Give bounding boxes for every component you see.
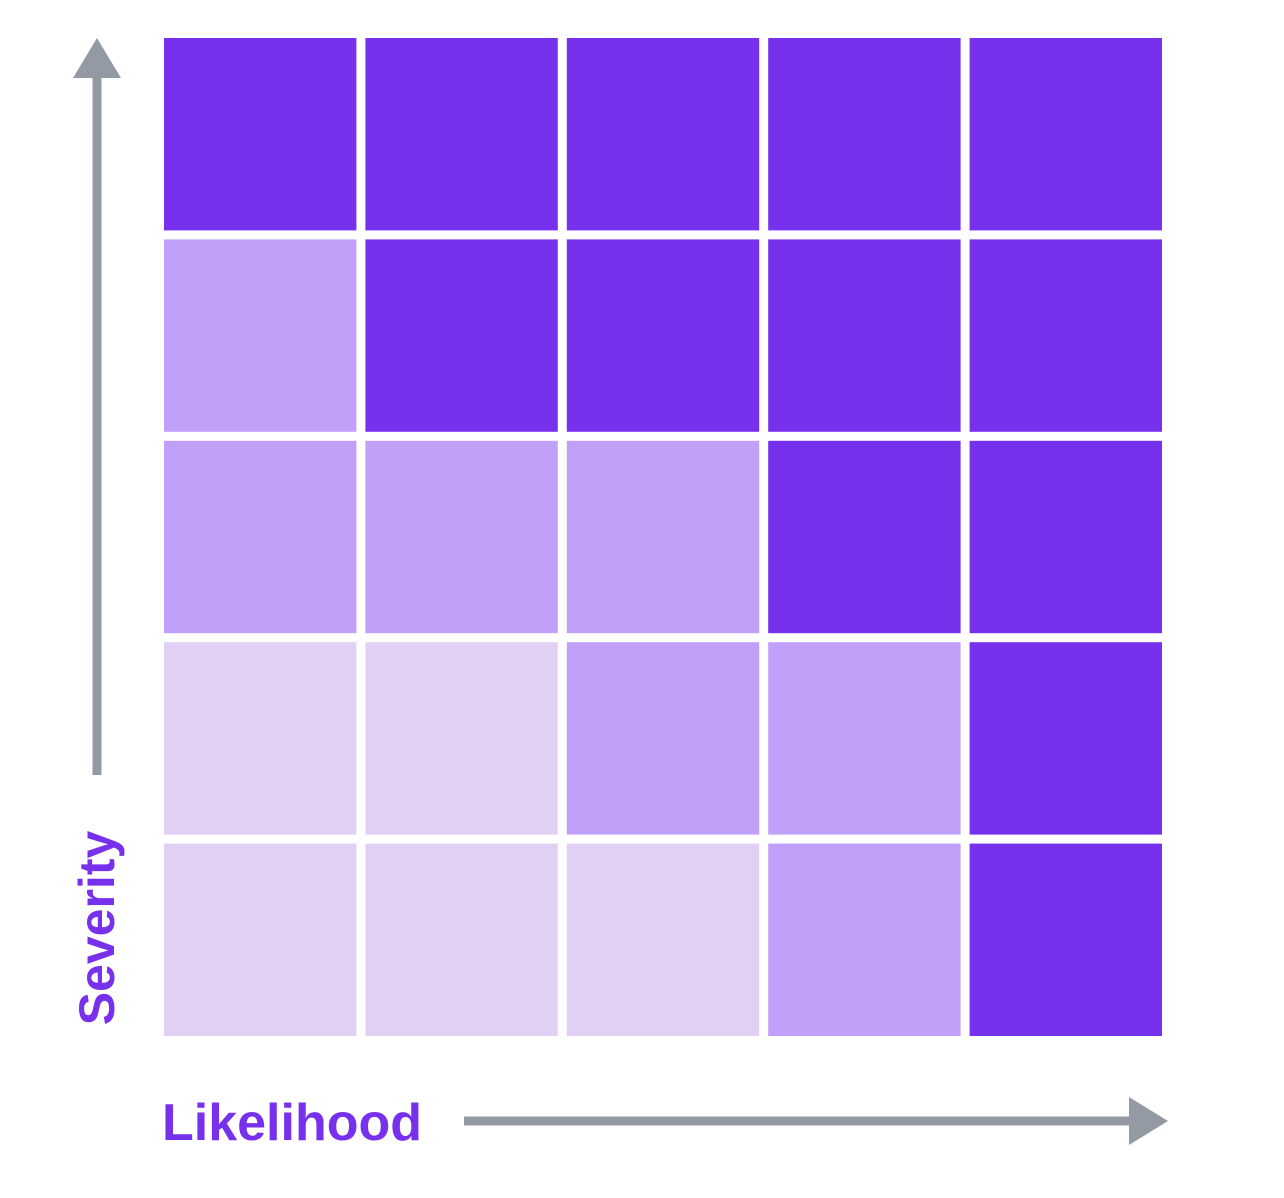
x-axis-label: Likelihood [162,1094,422,1152]
likelihood-axis-arrow [464,1097,1168,1145]
severity-axis-arrow [73,38,121,775]
matrix-cell-r4-c1 [164,642,357,835]
matrix-cell-r5-c2 [365,843,558,1036]
matrix-cell-r1-c4 [768,38,961,231]
matrix-cell-r5-c5 [969,843,1162,1036]
matrix-cell-r1-c3 [566,38,760,231]
matrix-cell-r5-c1 [164,843,357,1036]
matrix-cell-r1-c2 [365,38,558,231]
y-axis-label: Severity [69,831,125,1026]
matrix-cell-r3-c5 [969,440,1162,634]
matrix-cell-r2-c5 [969,239,1162,432]
matrix-cell-r4-c5 [969,642,1162,835]
matrix-cell-r2-c3 [566,239,760,432]
matrix-cell-r4-c3 [566,642,760,835]
matrix-cell-r4-c4 [768,642,961,835]
matrix-cell-r2-c4 [768,239,961,432]
matrix-cell-r3-c3 [566,440,760,634]
matrix-cells [164,38,1162,1036]
matrix-cell-r5-c4 [768,843,961,1036]
matrix-cell-r1-c1 [164,38,357,231]
matrix-cell-r4-c2 [365,642,558,835]
matrix-cell-r3-c2 [365,440,558,634]
matrix-cell-r2-c1 [164,239,357,432]
matrix-cell-r3-c1 [164,440,357,634]
matrix-cell-r2-c2 [365,239,558,432]
matrix-cell-r5-c3 [566,843,760,1036]
matrix-cell-r1-c5 [969,38,1162,231]
matrix-cell-r3-c4 [768,440,961,634]
